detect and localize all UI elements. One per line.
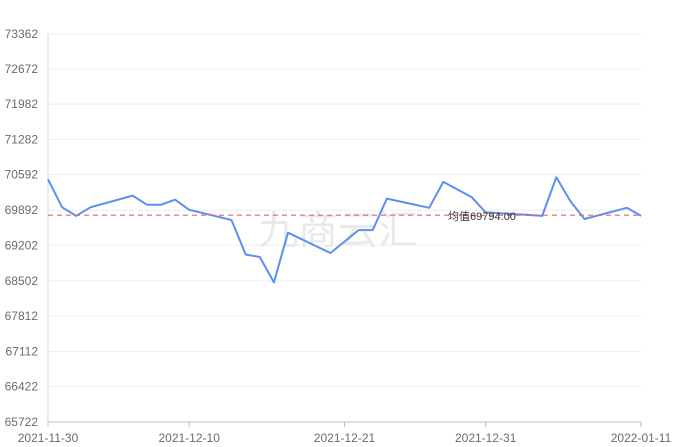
y-tick-label: 68502: [5, 274, 39, 288]
average-layer: 均值69794.00: [48, 210, 641, 223]
y-tick-label: 69202: [5, 238, 39, 252]
y-tick-label: 73362: [5, 27, 39, 41]
x-tick-label: 2021-12-10: [158, 431, 220, 445]
series-line: [47, 176, 642, 284]
y-tick-label: 69892: [5, 203, 39, 217]
x-tick-label: 2021-12-21: [314, 431, 376, 445]
x-tick-label: 2021-11-30: [18, 431, 79, 445]
y-tick-labels: 65722 66422 67112 67812 68502 69202 69892 70592…: [5, 27, 39, 429]
x-tick-label: 2021-12-31: [455, 431, 517, 445]
y-tick-label: 66422: [5, 379, 39, 393]
grid-lines: [48, 33, 641, 387]
y-tick-label: 71282: [5, 133, 39, 147]
axes: [47, 34, 642, 427]
y-tick-label: 67112: [6, 344, 39, 358]
average-label: 均值69794.00: [448, 210, 516, 223]
series-layer: [47, 176, 642, 284]
y-tick-label: 71982: [5, 97, 39, 111]
y-tick-label: 65722: [5, 415, 39, 429]
y-tick-label: 70592: [5, 168, 39, 182]
x-tick-label: 2022-01-11: [611, 431, 672, 445]
y-tick-label: 67812: [5, 309, 39, 323]
y-tick-label: 72672: [5, 62, 39, 76]
x-tick-labels: 2021-11-30 2021-12-10 2021-12-21 2021-12-31…: [18, 431, 672, 445]
